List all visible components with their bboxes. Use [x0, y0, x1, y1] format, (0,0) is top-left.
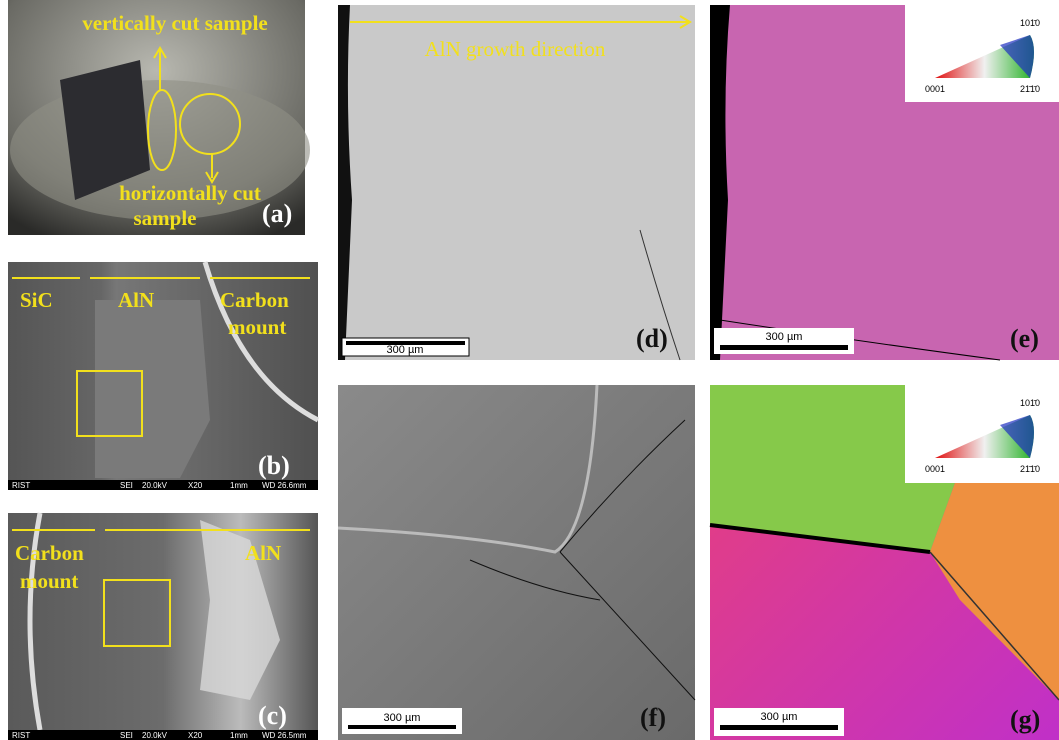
legend-label: 101̄0 [1020, 18, 1040, 28]
info: X20 [188, 481, 203, 490]
legend-label: 21̄1̄0 [1020, 464, 1040, 474]
annotation: Carbon [220, 288, 289, 312]
legend-label: 0001 [925, 84, 945, 94]
annotation: sample [134, 206, 197, 230]
scale-bar: 300 µm [384, 712, 421, 724]
annotation: horizontally cut [119, 181, 261, 205]
annotation: vertically cut sample [82, 11, 267, 35]
panel-f: 300 µm (f) [338, 385, 695, 740]
scale-bar: 300 µm [387, 344, 424, 356]
scale-bar: 300 µm [761, 711, 798, 723]
annotation: mount [228, 315, 286, 339]
info: 20.0kV [142, 481, 168, 490]
panel-label: (d) [636, 324, 668, 353]
panel-label: (c) [258, 701, 287, 730]
panel-label: (e) [1010, 324, 1039, 353]
info: RIST [12, 481, 30, 490]
panel-label: (f) [640, 703, 666, 732]
panel-b: SiC AlN Carbon mount (b) RIST SEI 20.0kV… [8, 262, 318, 490]
info: WD 26.6mm [262, 481, 307, 490]
panel-d: AlN growth direction 300 µm (d) [338, 5, 695, 360]
legend-label: 101̄0 [1020, 398, 1040, 408]
info: WD 26.5mm [262, 731, 307, 740]
info: 20.0kV [142, 731, 168, 740]
panel-label: (g) [1010, 705, 1040, 734]
info: RIST [12, 731, 30, 740]
annotation: AlN [118, 288, 154, 312]
annotation: mount [20, 569, 78, 593]
annotation: Carbon [15, 541, 84, 565]
info: 1mm [230, 481, 248, 490]
legend-label: 21̄1̄0 [1020, 84, 1040, 94]
info: SEI [120, 481, 133, 490]
info: SEI [120, 731, 133, 740]
legend-label: 0001 [925, 464, 945, 474]
figure: vertically cut sample horizontally cut s… [0, 0, 1059, 740]
annotation: AlN growth direction [425, 37, 606, 61]
annotation: AlN [245, 541, 281, 565]
panel-g: 101̄0 0001 21̄1̄0 300 µm (g) [710, 385, 1059, 740]
panel-c: Carbon mount AlN (c) RIST SEI 20.0kV X20… [8, 513, 318, 740]
panel-label: (b) [258, 451, 290, 480]
info: 1mm [230, 731, 248, 740]
panel-label: (a) [262, 199, 292, 228]
panel-e: 101̄0 0001 21̄1̄0 300 µm (e) [710, 5, 1059, 360]
panel-a: vertically cut sample horizontally cut s… [8, 0, 310, 235]
scale-bar: 300 µm [766, 331, 803, 343]
annotation: SiC [20, 288, 53, 312]
info: X20 [188, 731, 203, 740]
